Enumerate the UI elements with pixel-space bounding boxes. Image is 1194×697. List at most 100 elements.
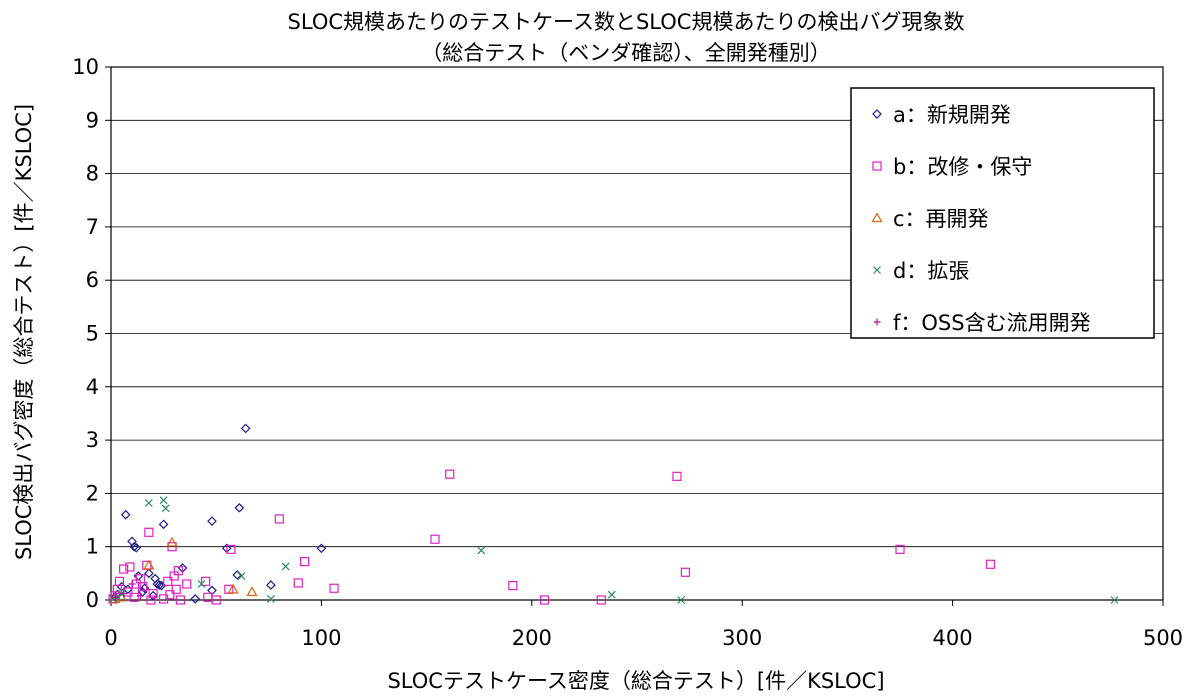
data-point: [158, 519, 169, 530]
data-point: [232, 570, 243, 580]
data-point: [133, 571, 144, 581]
legend-item: c：再開発: [871, 207, 989, 231]
data-point: [293, 578, 303, 588]
y-tick-label: 6: [86, 268, 99, 292]
data-point: [129, 541, 139, 552]
data-point: [895, 544, 905, 554]
data-point: [197, 580, 206, 588]
data-point: [237, 572, 246, 580]
data-point: [125, 562, 135, 572]
data-point: [163, 576, 173, 586]
data-point: [182, 579, 192, 589]
data-point: [175, 595, 186, 605]
x-axis-title: SLOCテストケース密度（総合テスト）[件／KSLOC]: [387, 669, 884, 693]
data-point: [154, 580, 165, 590]
legend-item: f：OSS含む流用開発: [873, 311, 1091, 335]
chart-title: SLOC規模あたりのテストケース数とSLOC規模あたりの検出バグ現象数: [288, 10, 965, 34]
x-tick-label: 500: [1143, 626, 1183, 650]
y-tick-label: 10: [72, 55, 99, 79]
data-point: [166, 536, 178, 547]
data-point: [508, 581, 518, 591]
data-point: [477, 546, 486, 555]
data-point: [207, 516, 217, 526]
series-2: [109, 536, 258, 604]
y-axis-title: SLOC検出バグ密度（総合テスト）[件／KSLOC]: [12, 104, 36, 560]
legend-label: a：新規開発: [893, 103, 1011, 127]
data-point: [128, 580, 136, 588]
data-point: [445, 469, 455, 479]
data-point: [135, 574, 146, 584]
x-tick-label: 100: [301, 626, 341, 650]
y-tick-label: 4: [86, 375, 99, 399]
data-point: [266, 580, 276, 590]
data-points: [108, 423, 1119, 605]
series-4: [111, 580, 144, 601]
data-point: [112, 584, 122, 594]
data-point: [329, 583, 339, 593]
data-point: [146, 595, 156, 605]
data-point: [190, 594, 201, 604]
x-tick-label: 0: [104, 626, 117, 650]
data-point: [167, 542, 177, 552]
legend-label: b：改修・保守: [893, 155, 1032, 179]
chart-subtitle: （総合テスト（ベンダ確認）、全開発種別）: [421, 41, 831, 65]
series-1: [108, 469, 996, 605]
data-point: [148, 590, 158, 601]
legend-item: a：新規開発: [872, 103, 1011, 127]
legend-label: d：拡張: [893, 259, 969, 283]
series-0: [110, 423, 327, 604]
data-point: [144, 499, 153, 507]
data-point: [165, 590, 175, 600]
data-point: [680, 567, 690, 577]
legend-label: c：再開発: [893, 207, 989, 231]
data-point: [143, 559, 155, 570]
data-point: [131, 542, 142, 553]
data-point: [171, 584, 181, 594]
data-point: [240, 423, 251, 434]
data-point: [169, 571, 179, 581]
data-point: [159, 496, 168, 505]
y-tick-label: 9: [86, 108, 99, 132]
legend-marker: [872, 161, 882, 171]
data-point: [120, 590, 128, 598]
data-point: [129, 592, 139, 602]
data-point: [120, 509, 131, 520]
data-point: [136, 592, 144, 600]
data-point: [227, 583, 239, 594]
y-tick-label: 3: [86, 428, 99, 452]
y-tick-label: 8: [86, 162, 99, 186]
legend-item: d：拡張: [873, 259, 969, 283]
data-point: [539, 595, 550, 605]
data-point: [596, 595, 606, 605]
data-point: [111, 593, 119, 601]
data-point: [234, 502, 245, 513]
y-tick-label: 1: [86, 535, 99, 559]
data-point: [144, 527, 154, 537]
x-tick-label: 200: [512, 626, 552, 650]
data-point: [274, 514, 284, 524]
data-point: [226, 544, 236, 554]
data-point: [203, 592, 213, 602]
y-tick-label: 5: [86, 322, 99, 346]
x-tick-label: 300: [722, 626, 762, 650]
data-point: [266, 595, 275, 603]
data-point: [148, 589, 158, 599]
data-point: [144, 568, 154, 579]
legend-marker: [873, 318, 881, 326]
legend-marker: [871, 212, 883, 223]
legend: a：新規開発 b：改修・保守 c：再開発 d：拡張 f：OSS含む流用開発: [850, 87, 1155, 339]
y-tick-label: 7: [86, 215, 99, 239]
legend-label: f：OSS含む流用開発: [893, 311, 1091, 335]
data-point: [119, 564, 129, 574]
data-point: [677, 596, 686, 604]
data-point: [299, 557, 310, 567]
data-point: [430, 534, 440, 544]
data-point: [985, 559, 996, 569]
data-point: [1110, 596, 1119, 604]
data-point: [161, 504, 170, 513]
data-point: [139, 583, 150, 594]
gridlines: [111, 119, 1163, 548]
legend-box: [850, 87, 1155, 339]
